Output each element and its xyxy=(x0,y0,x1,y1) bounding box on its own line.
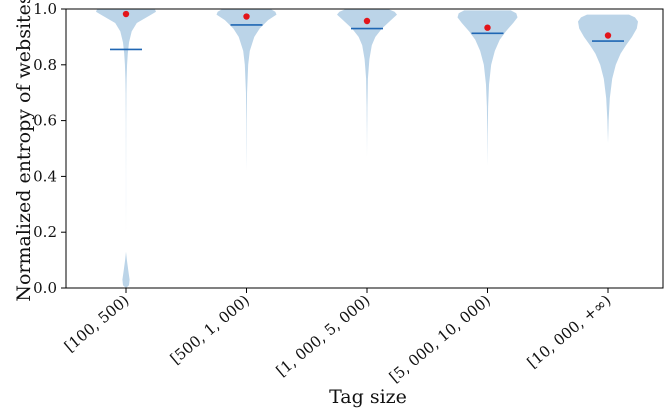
medians-layer xyxy=(110,24,624,51)
y-tick-label-0: 0.0 xyxy=(33,279,57,297)
mean-point-5 xyxy=(604,32,612,39)
violin-3 xyxy=(337,9,397,157)
mean-point-3 xyxy=(363,17,371,25)
means-layer xyxy=(122,10,612,39)
violin-2 xyxy=(216,9,277,171)
x-tick-label-3: [5, 000, 10, 000) xyxy=(386,291,494,386)
y-tick-label-3: 0.6 xyxy=(33,112,57,130)
x-tick-label-0: [100, 500) xyxy=(61,291,133,355)
plot-frame xyxy=(65,8,664,289)
y-tick-label-2: 0.4 xyxy=(33,167,57,185)
x-tick-label-2: [1, 000, 5, 000) xyxy=(273,291,374,380)
mean-point-4 xyxy=(484,24,491,31)
y-tick-label-1: 0.2 xyxy=(33,223,57,241)
y-axis: 0.0 0.2 0.4 0.6 0.8 1.0 xyxy=(33,0,66,297)
violin-4 xyxy=(457,10,518,166)
y-axis-title: Normalized entropy of websites xyxy=(13,0,35,302)
violin-5 xyxy=(578,14,638,143)
y-tick-label-4: 0.8 xyxy=(33,56,57,74)
x-axis: [100, 500) [500, 1, 000) [1, 000, 5, 000)[… xyxy=(61,288,615,386)
violin-1 xyxy=(96,9,156,288)
x-tick-label-4: [10, 000, +∞) xyxy=(524,291,615,371)
mean-point-1 xyxy=(122,10,130,18)
violins-layer xyxy=(96,9,638,288)
mean-point-2 xyxy=(243,13,250,20)
x-axis-title: Tag size xyxy=(329,386,407,408)
y-tick-label-5: 1.0 xyxy=(33,0,57,18)
x-tick-label-1: [500, 1, 000) xyxy=(167,291,253,368)
